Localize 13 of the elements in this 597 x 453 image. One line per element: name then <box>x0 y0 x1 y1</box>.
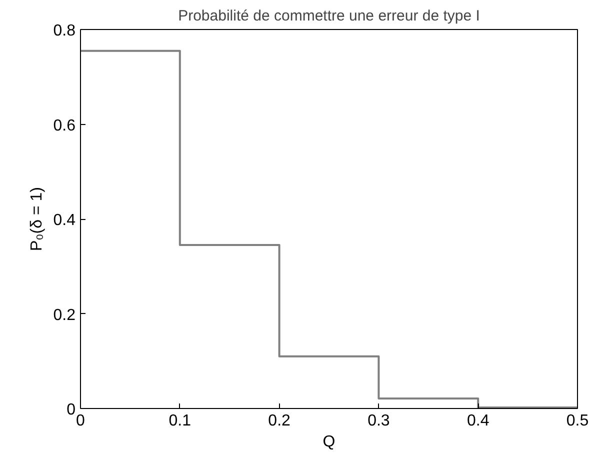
y-tick-label: 0.4 <box>53 212 76 229</box>
x-tick-label: 0.2 <box>268 412 291 430</box>
y-tick-label: 0.6 <box>53 117 76 134</box>
y-axis-title: P₀(δ = 1) <box>28 186 46 252</box>
y-tick-label: 0.8 <box>53 22 76 40</box>
x-tick-label: 0.1 <box>168 412 192 430</box>
y-tick-label: 0 <box>66 402 76 418</box>
y-tick-label: 0.2 <box>53 306 76 324</box>
x-tick-label: 0.5 <box>566 412 589 430</box>
x-tick-label: 0.4 <box>466 412 490 430</box>
x-tick-label: 0.3 <box>368 412 390 430</box>
chart-title: Probabilité de commettre une erreur de type I <box>178 8 480 24</box>
x-axis-title: Q <box>322 434 336 450</box>
